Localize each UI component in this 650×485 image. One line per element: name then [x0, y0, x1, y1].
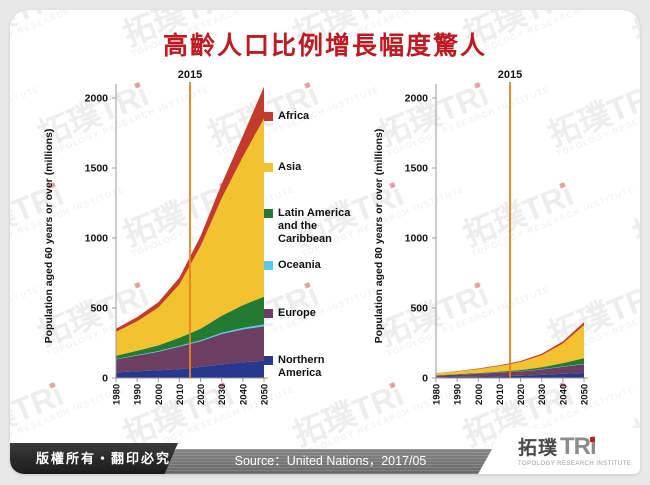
svg-text:1980: 1980: [432, 384, 443, 405]
svg-text:0: 0: [422, 373, 428, 385]
chart-legend: Africa Asia Latin America and the Caribb…: [264, 98, 359, 380]
svg-text:2040: 2040: [558, 384, 569, 405]
area-europe: [436, 364, 584, 378]
chart-60plus: 0 500 1000 1500 2000 1980 1990 2000 2010 2020 2030…: [85, 69, 271, 405]
area-oceania: [116, 324, 264, 360]
copyright-text: 版權所有‧翻印必究: [36, 451, 172, 466]
svg-text:2020: 2020: [516, 384, 527, 405]
footer-copyright-bar: 版權所有‧翻印必究: [10, 443, 178, 474]
svg-text:2050: 2050: [260, 384, 271, 405]
legend-item-latin-america: Latin America and the Caribbean: [264, 207, 359, 246]
svg-text:2000: 2000: [405, 93, 429, 105]
legend-item-africa: Africa: [264, 110, 359, 123]
legend-label: Northern America: [278, 354, 325, 379]
svg-text:2010: 2010: [495, 384, 506, 405]
svg-text:1000: 1000: [85, 233, 109, 245]
legend-item-oceania: Oceania: [264, 259, 359, 272]
svg-text:2020: 2020: [196, 384, 207, 405]
y-axis-label-60plus: Population aged 60 years or over (millio…: [43, 128, 55, 344]
svg-text:2010: 2010: [175, 384, 186, 405]
source-text: Source：United Nations，2017/05: [234, 454, 427, 468]
legend-item-europe: Europe: [264, 307, 359, 320]
svg-text:500: 500: [410, 303, 428, 315]
legend-item-northern-america: Northern America: [264, 354, 359, 380]
svg-text:0: 0: [102, 373, 108, 385]
svg-text:1990: 1990: [133, 384, 144, 405]
logo-zh-text: 拓璞: [518, 438, 559, 459]
footer-source-bar: Source：United Nations，2017/05: [158, 449, 503, 474]
legend-label: Latin America and the Caribbean: [278, 207, 351, 245]
legend-swatch: [264, 261, 273, 270]
tri-logo: 拓璞 TRi TOPOLOGY RESEARCH INSTITUTE: [518, 433, 632, 468]
legend-swatch: [264, 112, 273, 121]
chart-80plus: 0 500 1000 1500 2000 1980 1990 2000 2010 2020 2030…: [405, 69, 591, 405]
area-northern-america: [436, 373, 584, 378]
svg-text:2030: 2030: [217, 384, 228, 405]
svg-text:2040: 2040: [238, 384, 249, 405]
slide-title: 高齡人口比例增長幅度驚人: [162, 31, 487, 60]
logo-subtitle: TOPOLOGY RESEARCH INSTITUTE: [518, 461, 632, 467]
legend-item-asia: Asia: [264, 161, 359, 174]
legend-label: Oceania: [278, 259, 321, 271]
svg-text:1000: 1000: [405, 233, 429, 245]
svg-text:1980: 1980: [112, 384, 123, 405]
svg-text:2000: 2000: [474, 384, 485, 405]
area-latin-america-and-the-caribbean: [436, 358, 584, 376]
svg-text:2030: 2030: [537, 384, 548, 405]
area-asia: [436, 325, 584, 376]
annotation-label-2015: 2015: [178, 69, 202, 81]
y-axis-label-80plus: Population aged 80 years or over (millio…: [373, 128, 385, 344]
svg-text:1500: 1500: [85, 163, 109, 175]
legend-label: Africa: [278, 110, 310, 122]
legend-swatch: [264, 309, 273, 318]
footer-logo-panel: 拓璞 TRi TOPOLOGY RESEARCH INSTITUTE: [478, 428, 640, 474]
svg-text:2000: 2000: [85, 93, 109, 105]
svg-text:1500: 1500: [405, 163, 429, 175]
area-latin-america-and-the-caribbean: [116, 296, 264, 360]
legend-swatch: [264, 356, 273, 365]
area-africa: [436, 322, 584, 374]
legend-label: Asia: [278, 161, 302, 173]
svg-text:2050: 2050: [580, 384, 591, 405]
logo-red-dot-icon: [589, 437, 595, 442]
legend-label: Europe: [278, 307, 316, 319]
annotation-label-2015: 2015: [498, 69, 522, 81]
area-asia: [116, 118, 264, 356]
svg-text:1990: 1990: [453, 384, 464, 405]
legend-swatch: [264, 209, 273, 218]
legend-swatch: [264, 163, 273, 172]
svg-text:2000: 2000: [154, 384, 165, 405]
svg-text:500: 500: [90, 303, 108, 315]
logo-en-text: TRi: [560, 433, 597, 460]
